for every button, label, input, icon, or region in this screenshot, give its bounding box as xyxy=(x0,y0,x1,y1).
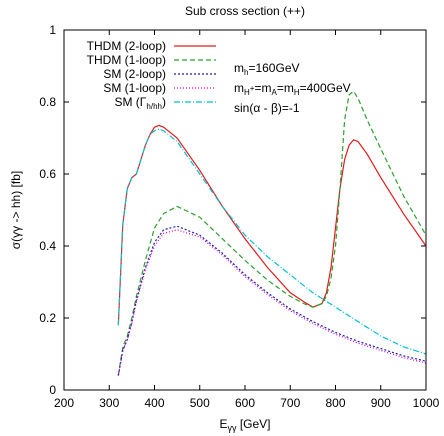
x-axis-label-unit: [GeV] xyxy=(237,417,271,431)
y-tick-label-3: 0.6 xyxy=(39,167,56,181)
y-tick-label-1: 0.2 xyxy=(39,311,56,325)
x-axis-label-sub: γγ xyxy=(228,423,238,433)
x-axis-label: Eγγ [GeV] xyxy=(219,417,270,433)
legend-label-5: SM (Γh/hh) xyxy=(114,95,166,111)
y-tick-label-5: 1 xyxy=(49,23,56,37)
y-tick-label-2: 0.4 xyxy=(39,239,56,253)
legend-label-1: THDM (2-loop) xyxy=(87,39,166,53)
legend-label-4: SM (1-loop) xyxy=(103,81,166,95)
series-line-5 xyxy=(117,128,427,355)
series-line-1 xyxy=(117,124,427,326)
x-tick-label-700: 700 xyxy=(280,396,300,410)
legend-label-3: SM (2-loop) xyxy=(103,67,166,81)
annotation-3: sin(α - β)=-1 xyxy=(234,101,300,115)
x-tick-label-400: 400 xyxy=(144,396,164,410)
x-tick-label-800: 800 xyxy=(325,396,345,410)
legend-label-2: THDM (1-loop) xyxy=(87,53,166,67)
plot-frame xyxy=(63,29,427,391)
axis-ticks: 200 300 400 500 600 700 800 900 1000 0 0.2 0.4 0.6 0.… xyxy=(39,23,439,410)
x-tick-label-300: 300 xyxy=(99,396,119,410)
annotation-1: mh=160GeV xyxy=(234,61,300,77)
y-tick-label-0: 0 xyxy=(49,383,56,397)
plot-curves xyxy=(117,90,427,376)
x-tick-label-500: 500 xyxy=(190,396,210,410)
x-tick-label-1000: 1000 xyxy=(413,396,440,410)
y-axis-label: σ(γγ -> hh) [fb] xyxy=(9,171,23,249)
series-line-3 xyxy=(117,225,427,376)
x-tick-label-600: 600 xyxy=(235,396,255,410)
parameter-annotations: mh=160GeV mH+=mA=mH=400GeV sin(α - β)=-1 xyxy=(234,61,351,115)
annotation-2: mH+=mA=mH=400GeV xyxy=(234,81,351,97)
y-tick-label-4: 0.8 xyxy=(39,95,56,109)
series-line-2 xyxy=(117,90,427,376)
chart-title: Sub cross section (++) xyxy=(185,4,305,18)
x-tick-label-200: 200 xyxy=(54,396,74,410)
series-line-4 xyxy=(117,229,427,376)
x-axis-label-main: E xyxy=(219,417,227,431)
legend: THDM (2-loop)THDM (1-loop)SM (2-loop)SM … xyxy=(87,39,216,111)
x-tick-label-900: 900 xyxy=(371,396,391,410)
